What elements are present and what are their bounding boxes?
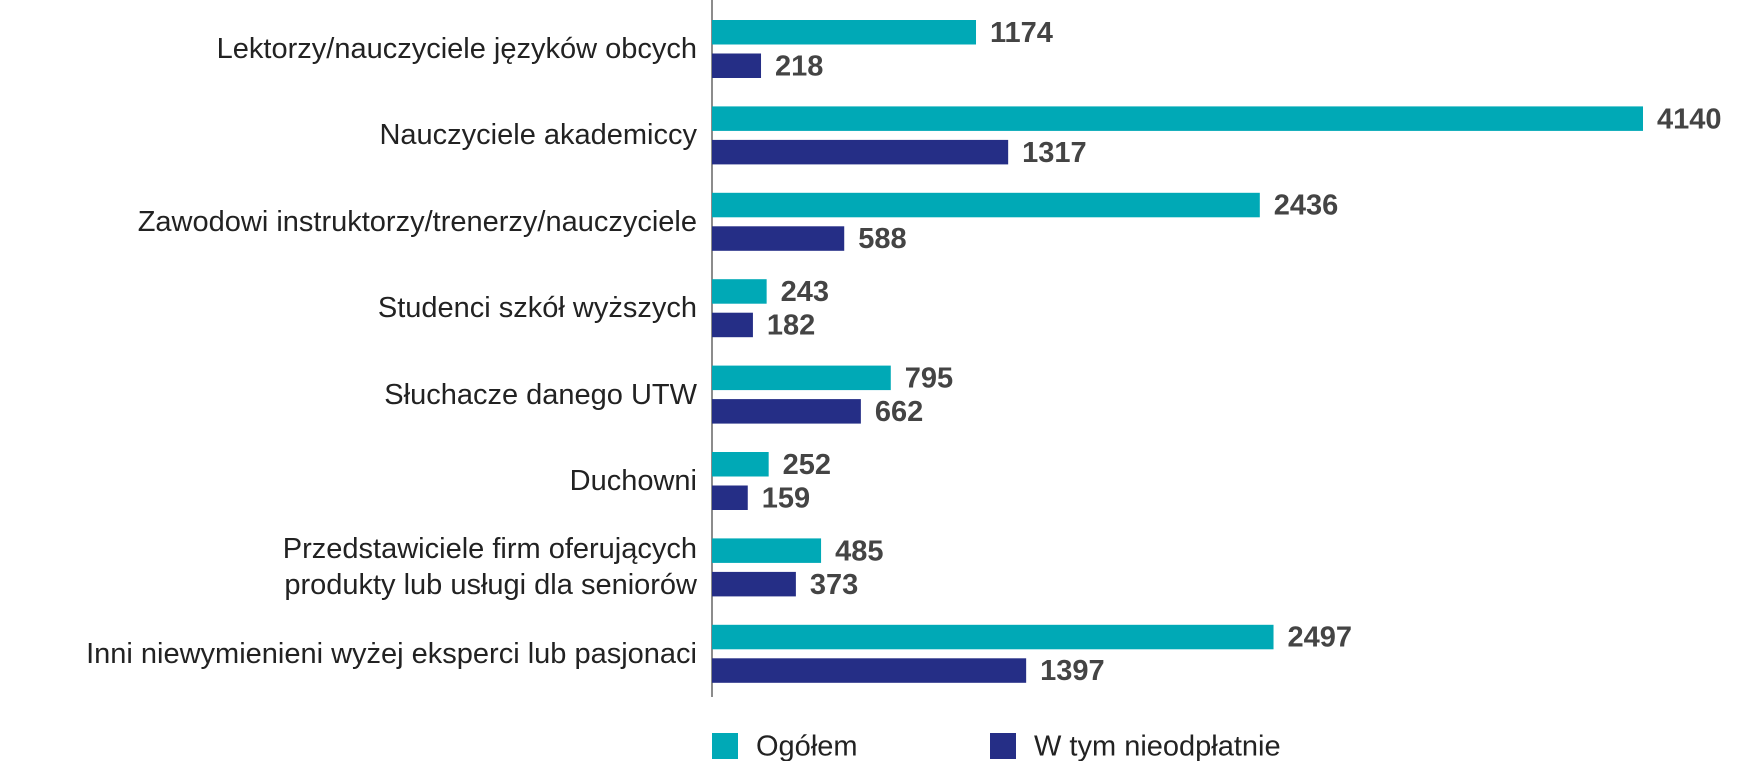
value-label: 2497 (1288, 622, 1353, 654)
value-label: 373 (810, 569, 858, 601)
category-label: Słuchacze danego UTW (384, 378, 697, 411)
value-label: 1317 (1022, 137, 1087, 169)
category-label: Inni niewymienieni wyżej eksperci lub pa… (86, 637, 697, 670)
bar (712, 279, 767, 304)
category-label: Lektorzy/nauczyciele języków obcych (216, 33, 697, 65)
bar (712, 485, 748, 510)
value-label: 1174 (990, 17, 1053, 49)
value-label: 159 (762, 482, 810, 514)
value-label: 485 (835, 535, 883, 567)
legend-swatch (990, 733, 1016, 759)
bar (712, 20, 977, 45)
category-label: Studenci szkół wyższych (377, 292, 697, 325)
value-label: 243 (781, 276, 829, 308)
bar (712, 571, 796, 597)
bar (712, 139, 1009, 165)
bar (712, 452, 769, 477)
bar (712, 365, 891, 391)
category-label: Zawodowi instruktorzy/trenerzy/nauczycie… (137, 205, 697, 238)
value-label: 2436 (1274, 190, 1339, 222)
category-label: Nauczyciele akademiccy (379, 119, 697, 152)
legend-swatch (712, 733, 738, 759)
bar (712, 53, 762, 78)
legend-label: W tym nieodpłatnie (1034, 731, 1281, 761)
category-label: Duchowni (569, 465, 697, 497)
bar (712, 312, 753, 338)
value-label: 662 (875, 396, 923, 428)
bar (712, 226, 845, 251)
value-label: 4140 (1657, 103, 1722, 135)
value-label: 588 (858, 223, 906, 255)
bar (712, 106, 1643, 131)
bar (712, 538, 822, 563)
value-label: 218 (775, 50, 823, 82)
bar (712, 399, 861, 424)
value-label: 795 (905, 363, 953, 395)
value-label: 182 (767, 310, 815, 342)
value-label: 252 (783, 449, 831, 481)
legend-label: Ogółem (756, 731, 858, 761)
category-label: Przedstawiciele firm oferujących produkt… (282, 533, 697, 602)
bar (712, 624, 1274, 650)
bar (712, 658, 1027, 683)
value-label: 1397 (1040, 655, 1105, 687)
bar (712, 192, 1260, 218)
